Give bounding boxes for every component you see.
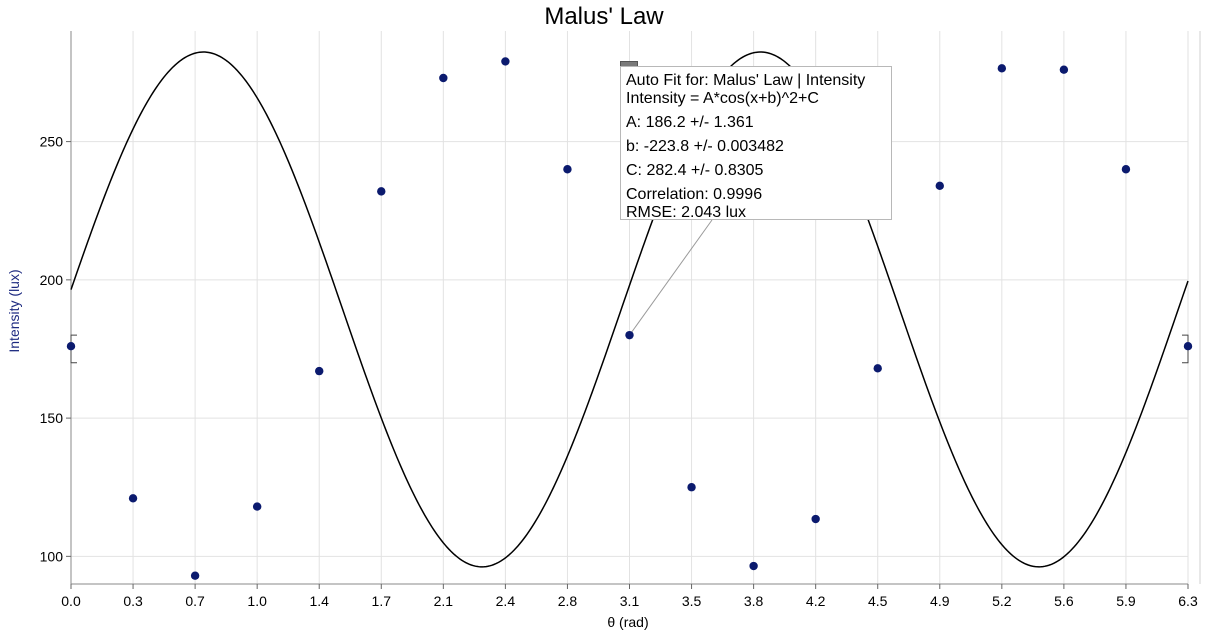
fit-title: Auto Fit for: Malus' Law | Intensity [626, 72, 866, 89]
data-point [1183, 342, 1193, 351]
x-tick-label: 5.2 [992, 593, 1012, 609]
data-point [625, 330, 634, 340]
data-point [252, 502, 262, 511]
data-point [1059, 65, 1069, 74]
data-point [128, 494, 138, 503]
x-tick-label: 2.8 [558, 593, 578, 609]
chart-title: Malus' Law [544, 3, 664, 30]
x-tick-label: 0.3 [123, 593, 143, 609]
fit-param-c: C: 282.4 +/- 0.8305 [626, 162, 764, 179]
y-axis-ticks: 100 150 200 250 [40, 134, 71, 564]
y-axis-label: Intensity (lux) [6, 269, 22, 352]
x-tick-label: 0.0 [61, 593, 81, 609]
data-point [1121, 165, 1131, 174]
y-tick-label: 250 [40, 134, 64, 150]
fit-equation: Intensity = A*cos(x+b)^2+C [626, 90, 819, 107]
data-point [190, 571, 200, 580]
data-point [66, 342, 76, 351]
data-point [501, 57, 510, 66]
data-point [997, 64, 1007, 73]
x-tick-label: 3.5 [682, 593, 702, 609]
y-tick-label: 150 [40, 410, 64, 426]
fit-leader-line [629, 219, 713, 336]
fit-correlation: Correlation: 0.9996 [626, 186, 763, 203]
data-point [563, 165, 572, 174]
fit-param-a: A: 186.2 +/- 1.361 [626, 114, 754, 131]
x-tick-label: 4.9 [930, 593, 950, 609]
data-point [439, 73, 448, 83]
x-axis-ticks: 0.0 0.3 0.7 1.0 1.4 1.7 2.1 2.4 2.8 3.1 3.5 3.8 4.2 4… [61, 584, 1198, 609]
data-point [873, 364, 882, 373]
fit-curve [70, 51, 1189, 568]
data-point [377, 187, 386, 196]
x-tick-label: 0.7 [185, 593, 205, 609]
x-tick-label: 2.4 [496, 593, 516, 609]
data-point [811, 514, 820, 524]
x-tick-label: 1.0 [247, 593, 267, 609]
x-tick-label: 3.1 [620, 593, 640, 609]
x-tick-label: 3.8 [744, 593, 764, 609]
fit-param-b: b: -223.8 +/- 0.003482 [626, 138, 784, 155]
x-tick-label: 1.4 [309, 593, 329, 609]
y-tick-label: 100 [40, 548, 64, 564]
x-tick-label: 5.9 [1116, 593, 1136, 609]
x-tick-label: 2.1 [434, 593, 454, 609]
auto-fit-box[interactable]: Auto Fit for: Malus' Law | Intensity Int… [620, 66, 892, 221]
data-point [315, 366, 324, 376]
data-point [935, 181, 944, 191]
y-tick-label: 200 [40, 272, 64, 288]
data-point [749, 561, 758, 571]
data-points [66, 57, 1193, 580]
x-tick-label: 4.5 [868, 593, 888, 609]
x-tick-label: 4.2 [806, 593, 826, 609]
x-tick-label: 6.3 [1178, 593, 1198, 609]
x-axis-label: θ (rad) [607, 614, 648, 630]
data-point [687, 483, 696, 492]
x-tick-label: 1.7 [372, 593, 392, 609]
fit-rmse: RMSE: 2.043 lux [626, 204, 747, 221]
x-tick-label: 5.6 [1054, 593, 1074, 609]
